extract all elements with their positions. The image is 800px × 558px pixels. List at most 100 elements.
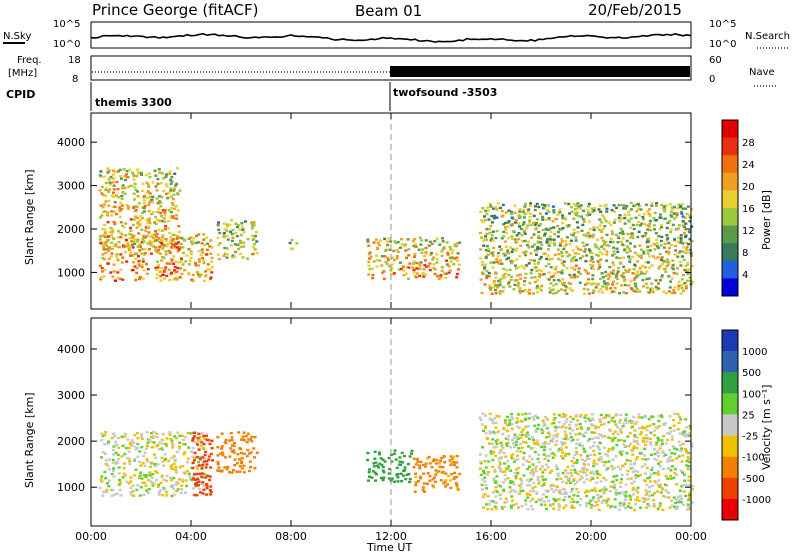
power-cell [538,212,542,215]
power-cell [654,285,658,289]
power-cell [518,215,522,218]
power-cell [562,264,566,267]
power-cell [129,226,133,230]
velocity-cell [595,470,599,473]
power-cell [603,242,607,245]
velocity-cell [522,456,526,459]
power-cell [534,227,538,230]
power-cell [187,271,191,275]
power-cell [678,260,682,264]
velocity-cell [157,491,161,494]
velocity-cell [205,438,209,441]
power-cell [236,225,239,228]
power-cell [554,291,558,295]
velocity-cell [618,421,621,424]
power-cell [225,229,229,233]
power-cell [645,270,649,273]
velocity-cell [494,495,498,498]
power-cell [637,255,641,258]
power-cell [189,250,193,253]
velocity-cell [575,450,579,454]
colorbar-segment [722,278,738,297]
velocity-cell [220,445,224,448]
power-cell [647,277,651,280]
power-cell [621,243,625,246]
power-cell [148,192,152,195]
power-cell [169,178,172,182]
power-cell [218,242,222,245]
power-cell [489,239,493,242]
velocity-cell [415,457,419,461]
power-cell [669,210,673,214]
power-cell [403,243,407,246]
power-cell [518,287,522,290]
power-cell [615,247,619,250]
velocity-cell [585,477,589,481]
power-cell [610,232,614,236]
power-cell [490,237,494,240]
velocity-cell [494,454,498,457]
power-cell [478,231,482,235]
power-cell [155,276,159,280]
power-cell [130,233,134,237]
power-cell [549,230,553,234]
power-cell [679,205,683,208]
power-cell [99,276,103,279]
power-cell [399,238,403,241]
velocity-cell [631,453,635,456]
velocity-cell [503,501,507,504]
power-cell [176,167,179,170]
velocity-cell [381,478,385,482]
power-cell [484,235,488,238]
power-cell [404,272,408,275]
velocity-cell [455,466,459,469]
colorbar-tick-label: -25 [742,432,758,443]
power-cell [192,237,196,240]
velocity-cell [562,422,566,426]
velocity-cell [493,468,497,472]
power-cell [660,274,664,277]
power-cell [516,274,520,277]
power-cell [631,223,635,227]
power-cell [603,282,607,285]
power-cell [517,281,521,285]
velocity-cell [668,460,671,463]
velocity-cell [686,484,690,488]
power-cell [113,244,117,247]
power-cell [484,209,488,213]
power-cell [647,266,651,269]
velocity-cell [134,448,138,451]
power-cell [568,253,572,257]
velocity-cell [493,505,497,508]
velocity-cell [491,421,495,425]
velocity-cell [578,442,582,445]
velocity-cell [649,431,653,434]
power-cell [485,274,489,278]
power-cell [147,203,151,207]
power-cell [487,227,491,231]
power-cell [231,228,235,232]
power-cell [574,259,578,262]
velocity-cell [543,443,547,446]
power-cell [585,243,589,246]
velocity-cell [618,450,622,454]
velocity-cell [148,438,152,442]
power-cell [170,246,174,249]
power-cell [533,280,537,284]
velocity-cell [129,476,133,479]
power-cell [106,239,110,242]
power-cell [597,290,601,293]
velocity-cell [628,494,632,497]
velocity-cell [484,483,488,487]
velocity-cell [503,462,506,465]
velocity-cell [632,480,636,483]
velocity-cell [158,489,162,492]
velocity-cell [382,476,386,479]
velocity-cell [629,421,633,425]
velocity-cell [229,447,233,450]
power-cell [456,242,460,245]
velocity-cell [620,478,623,481]
velocity-cell [143,464,147,468]
power-cell [128,168,131,172]
power-cell [111,173,115,176]
